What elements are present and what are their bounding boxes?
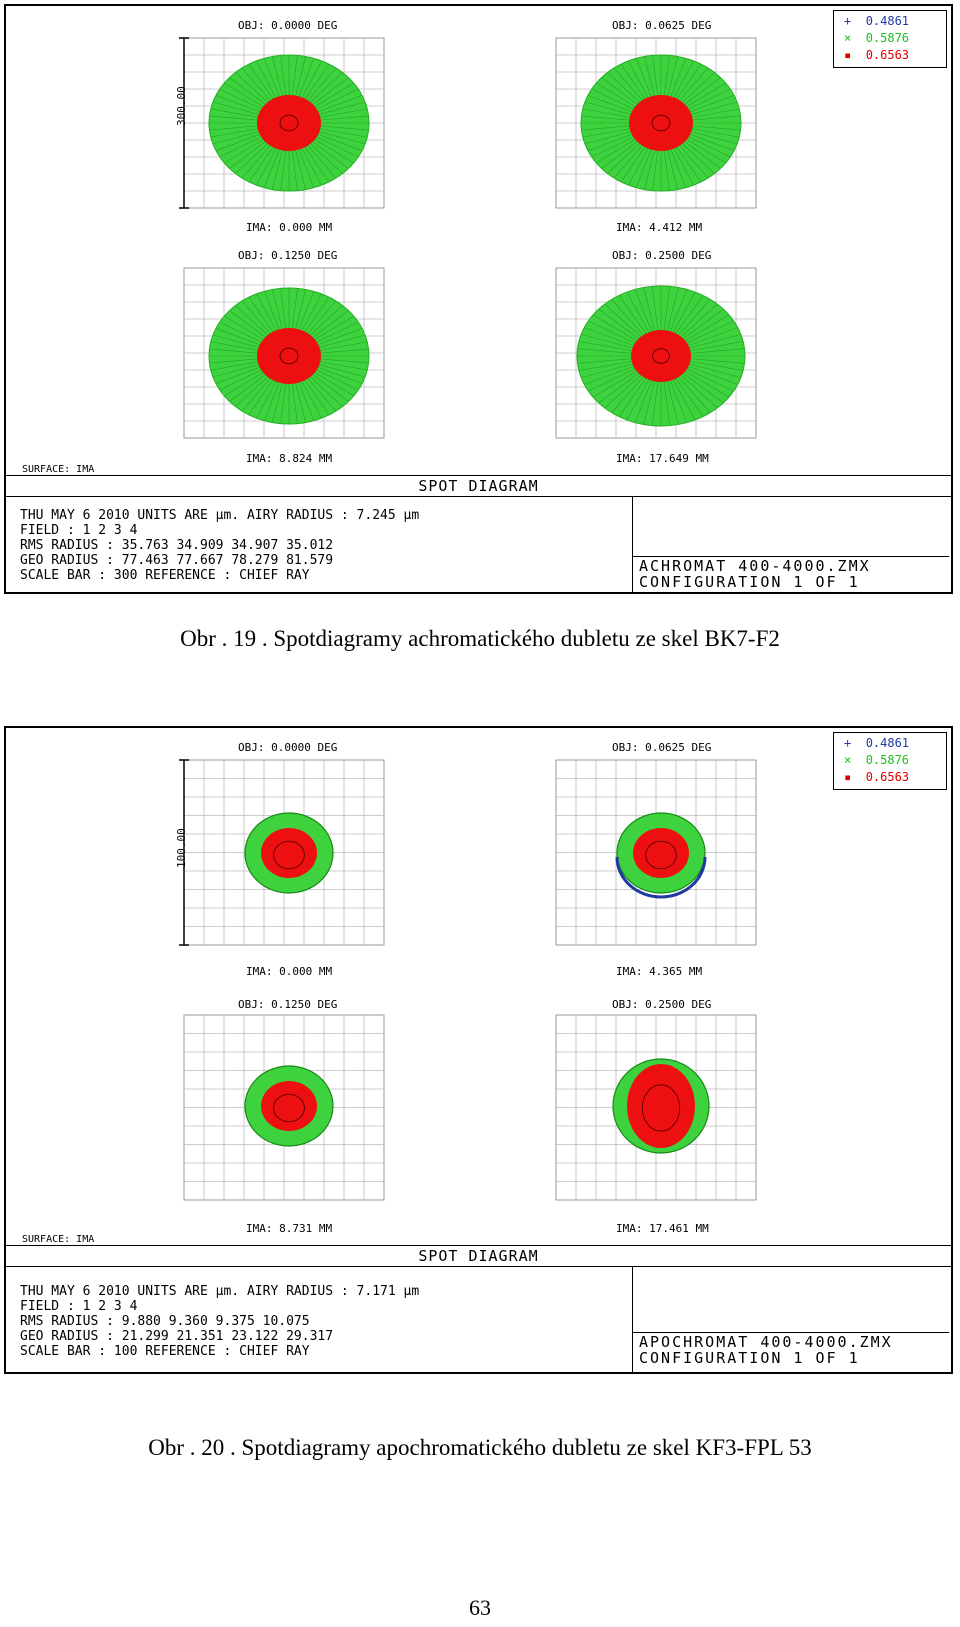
field-3-obj: OBJ: 0.1250 DEG (238, 249, 338, 262)
info-line-4: GEO RADIUS : 77.463 77.667 78.279 81.579 (20, 553, 334, 568)
config-box: ACHROMAT 400-4000.ZMX CONFIGURATION 1 OF… (632, 496, 951, 592)
info-line-3: RMS RADIUS : 9.880 9.360 9.375 10.075 (20, 1314, 310, 1329)
surface-label: SURFACE: IMA (22, 1234, 95, 1245)
field-2-ima: IMA: 4.412 MM (616, 221, 703, 234)
legend-item-1: + 0.4861 (844, 736, 910, 750)
spot-pattern (208, 287, 370, 425)
field-1-obj: OBJ: 0.0000 DEG (238, 19, 338, 32)
field-3-obj: OBJ: 0.1250 DEG (238, 998, 338, 1011)
wavelength-legend: + 0.4861 × 0.5876 ▪ 0.6563 (833, 10, 947, 68)
plot-grid (555, 759, 757, 946)
caption-fig-20: Obr . 20 . Spotdiagramy apochromatického… (148, 1435, 812, 1460)
config-box: APOCHROMAT 400-4000.ZMX CONFIGURATION 1 … (632, 1266, 951, 1372)
spot-pattern (208, 54, 370, 192)
field-2-obj: OBJ: 0.0625 DEG (612, 741, 712, 754)
field-4-obj: OBJ: 0.2500 DEG (612, 998, 712, 1011)
info-line-1: THU MAY 6 2010 UNITS ARE µm. AIRY RADIUS… (20, 1284, 420, 1299)
scale-bar-label: 300.00 (175, 86, 188, 126)
info-line-5: SCALE BAR : 100 REFERENCE : CHIEF RAY (20, 1344, 310, 1359)
field-2-ima: IMA: 4.365 MM (616, 965, 703, 978)
config-file: APOCHROMAT 400-4000.ZMX (633, 1332, 949, 1351)
config-count: CONFIGURATION 1 OF 1 (639, 573, 860, 591)
spot-pattern (576, 285, 746, 427)
spot-plots-2 (179, 759, 757, 1201)
info-line-2: FIELD : 1 2 3 4 (20, 523, 138, 538)
field-4-ima: IMA: 17.649 MM (616, 452, 709, 465)
scale-bar-label: 100.00 (175, 828, 188, 868)
scale-bar (179, 759, 189, 946)
info-line-3: RMS RADIUS : 35.763 34.909 34.907 35.012 (20, 538, 334, 553)
spot-pattern (615, 812, 707, 899)
plot-grid (183, 759, 385, 946)
field-3-ima: IMA: 8.731 MM (246, 1222, 333, 1235)
spot-pattern (244, 1065, 334, 1147)
field-1-obj: OBJ: 0.0000 DEG (238, 741, 338, 754)
info-block: THU MAY 6 2010 UNITS ARE µm. AIRY RADIUS… (6, 1266, 951, 1372)
field-3-ima: IMA: 8.824 MM (246, 452, 333, 465)
legend-item-3: ▪ 0.6563 (844, 770, 910, 784)
spot-diagram-panel-2: OBJ: 0.0000 DEG OBJ: 0.0625 DEG IMA: 0.0… (4, 726, 953, 1374)
legend-item-1: + 0.4861 (844, 14, 910, 28)
spot-pattern (580, 54, 742, 192)
config-file: ACHROMAT 400-4000.ZMX (633, 556, 949, 575)
page-number: 63 (469, 1595, 491, 1620)
wavelength-legend: + 0.4861 × 0.5876 ▪ 0.6563 (833, 732, 947, 790)
spot-diagram-title: SPOT DIAGRAM (6, 1245, 951, 1267)
field-2-obj: OBJ: 0.0625 DEG (612, 19, 712, 32)
field-1-ima: IMA: 0.000 MM (246, 221, 333, 234)
surface-label: SURFACE: IMA (22, 464, 95, 475)
spot-pattern (612, 1058, 710, 1154)
legend-item-2: × 0.5876 (844, 31, 910, 45)
spot-diagram-title: SPOT DIAGRAM (6, 475, 951, 497)
spot-plots-1 (179, 37, 757, 439)
field-4-ima: IMA: 17.461 MM (616, 1222, 709, 1235)
config-count: CONFIGURATION 1 OF 1 (639, 1349, 860, 1367)
spot-diagram-panel-1: OBJ: 0.0000 DEG OBJ: 0.0625 DEG IMA: 0.0… (4, 4, 953, 594)
info-line-2: FIELD : 1 2 3 4 (20, 1299, 138, 1314)
legend-item-3: ▪ 0.6563 (844, 48, 910, 62)
info-line-1: THU MAY 6 2010 UNITS ARE µm. AIRY RADIUS… (20, 508, 420, 523)
legend-item-2: × 0.5876 (844, 753, 910, 767)
info-block: THU MAY 6 2010 UNITS ARE µm. AIRY RADIUS… (6, 496, 951, 592)
scale-bar (179, 37, 189, 209)
spot-pattern (244, 812, 334, 894)
info-line-5: SCALE BAR : 300 REFERENCE : CHIEF RAY (20, 568, 310, 583)
info-line-4: GEO RADIUS : 21.299 21.351 23.122 29.317 (20, 1329, 334, 1344)
field-1-ima: IMA: 0.000 MM (246, 965, 333, 978)
field-4-obj: OBJ: 0.2500 DEG (612, 249, 712, 262)
caption-fig-19: Obr . 19 . Spotdiagramy achromatického d… (180, 626, 780, 651)
